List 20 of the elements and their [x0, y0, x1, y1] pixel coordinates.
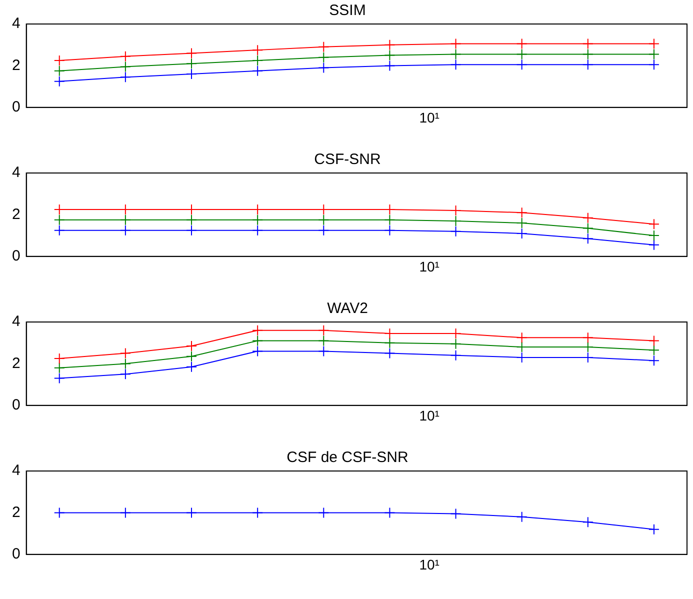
y-tick-label: 0: [12, 396, 20, 414]
text: 10¹: [419, 258, 440, 274]
text: 10¹: [419, 109, 440, 126]
y-tick-label: 0: [12, 248, 20, 265]
chart-title: WAV2: [327, 300, 368, 318]
text: 10¹: [419, 556, 440, 572]
y-tick-label: 4: [12, 15, 20, 32]
text: 10¹: [419, 407, 440, 424]
y-tick-label: 2: [12, 206, 20, 223]
y-tick-label: 0: [12, 546, 20, 563]
y-tick-label: 2: [12, 354, 20, 372]
y-tick-label: 4: [12, 164, 20, 182]
chart-title: CSF de CSF-SNR: [286, 449, 409, 466]
chart-title: CSF-SNR: [314, 151, 381, 168]
y-tick-label: 4: [12, 313, 20, 330]
y-tick-label: 2: [12, 504, 20, 521]
y-tick-label: 4: [12, 462, 20, 480]
y-tick-label: 2: [12, 56, 20, 74]
y-tick-label: 0: [12, 98, 20, 116]
chart-title: SSIM: [329, 2, 366, 20]
